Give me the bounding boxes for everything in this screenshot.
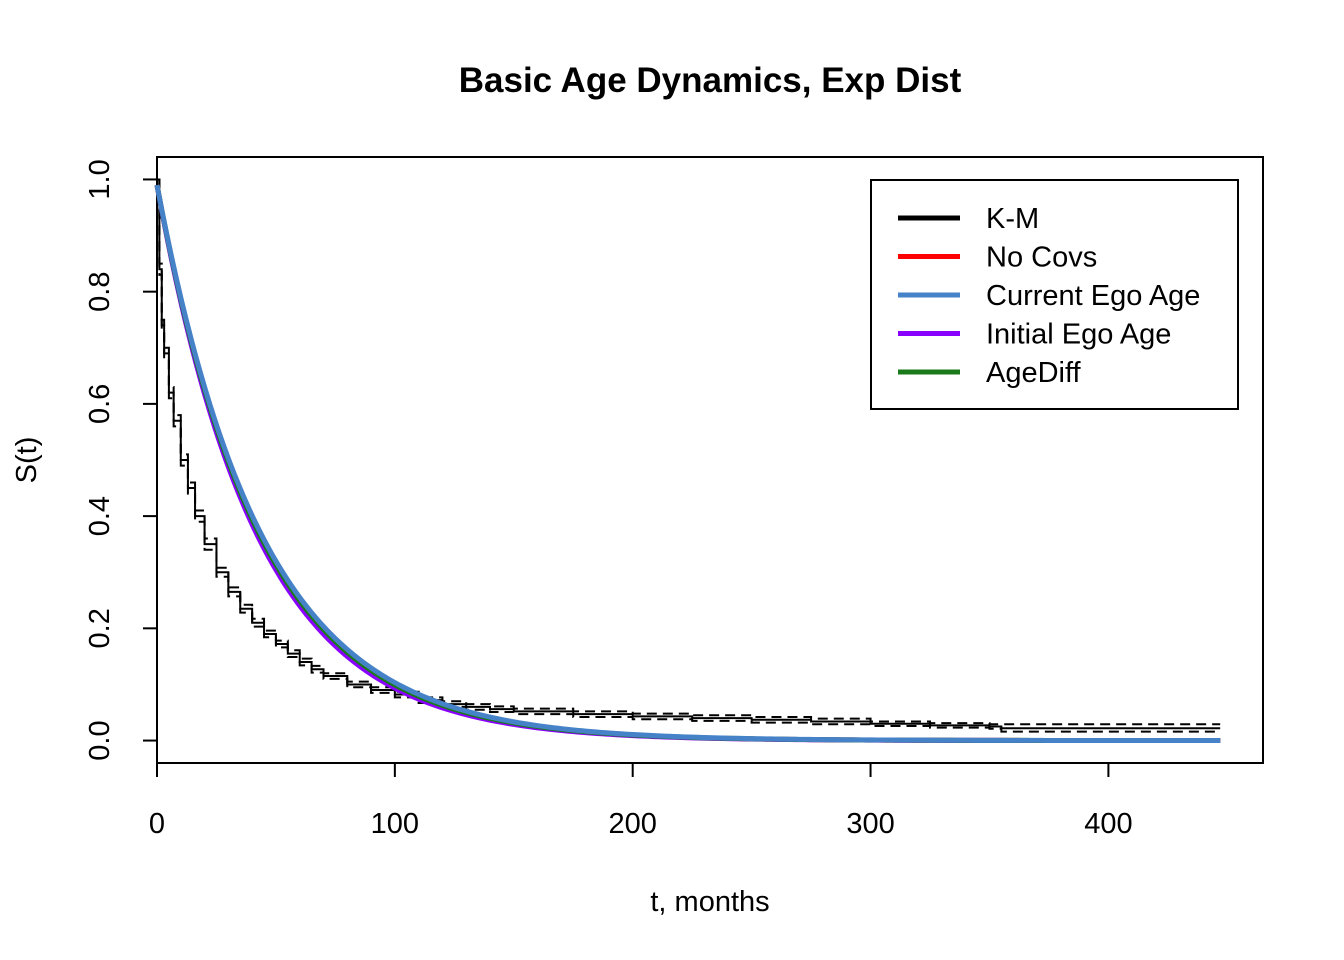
legend-label: AgeDiff xyxy=(986,357,1082,389)
legend: K-M No Covs Current Ego Age Initial Ego Age… xyxy=(870,179,1239,410)
y-tick-label: 0.4 xyxy=(84,496,116,536)
y-tick-label: 0.2 xyxy=(84,608,116,648)
y-tick-label: 0.6 xyxy=(84,384,116,424)
x-tick-label: 400 xyxy=(1084,808,1132,840)
legend-label: K-M xyxy=(986,203,1039,235)
chart-title: Basic Age Dynamics, Exp Dist xyxy=(459,61,962,100)
x-axis-label: t, months xyxy=(650,886,769,918)
y-axis-label: S(t) xyxy=(11,437,43,484)
y-tick-label: 1.0 xyxy=(84,159,116,199)
series-line-current-ego-age xyxy=(154,184,1221,744)
km-survival-line xyxy=(157,178,1221,730)
x-tick-label: 300 xyxy=(846,808,894,840)
km-ci-lower-line xyxy=(157,178,1221,733)
x-tick-label: 100 xyxy=(371,808,419,840)
y-axis: 0.0 0.2 0.4 0.6 0.8 1.0 xyxy=(84,159,158,761)
legend-label: Current Ego Age xyxy=(986,280,1200,312)
y-tick-label: 0.0 xyxy=(84,720,116,760)
y-tick-label: 0.8 xyxy=(84,272,116,312)
legend-label: Initial Ego Age xyxy=(986,319,1171,351)
x-tick-label: 200 xyxy=(609,808,657,840)
x-axis: 0 100 200 300 400 xyxy=(149,762,1133,840)
x-tick-label: 0 xyxy=(149,808,165,840)
series-layer xyxy=(154,178,1221,744)
legend-label: No Covs xyxy=(986,242,1097,274)
